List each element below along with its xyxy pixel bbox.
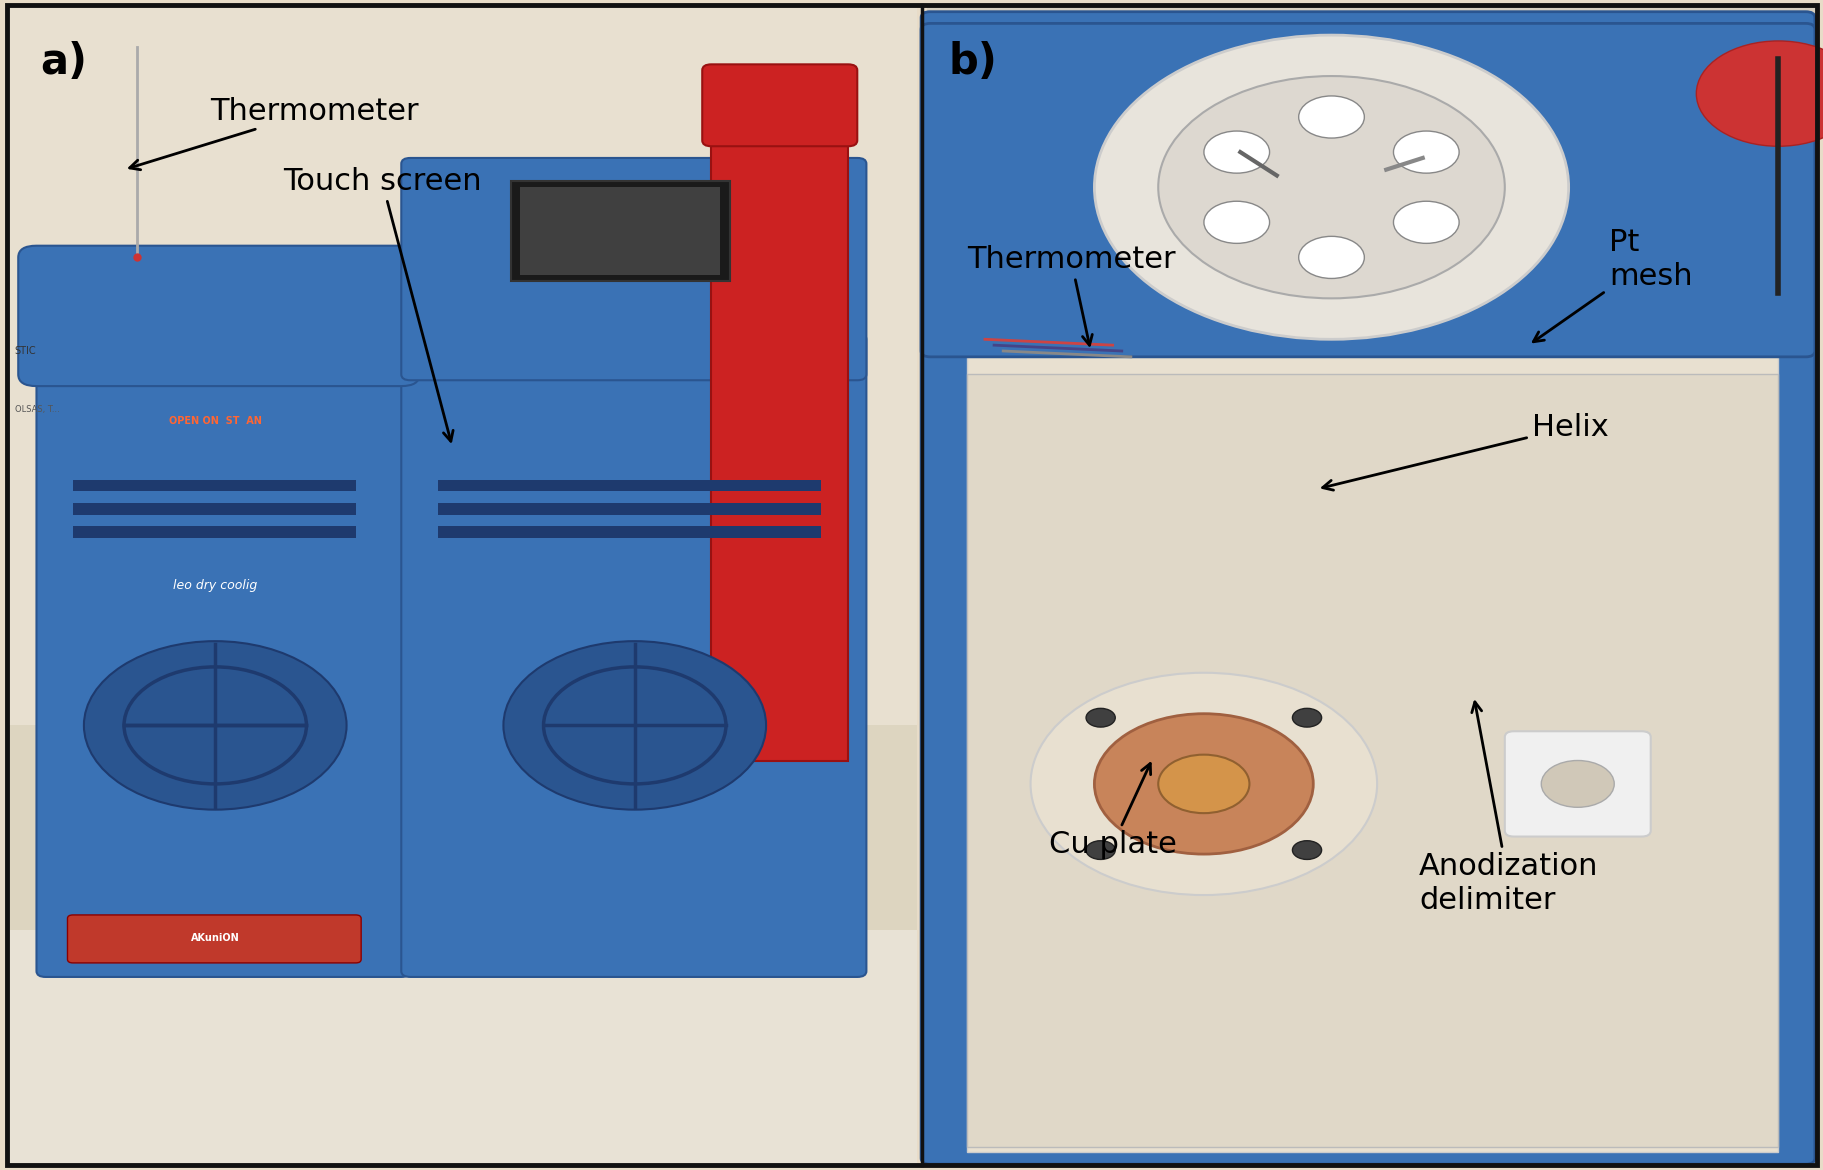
- Bar: [9, 930, 917, 1164]
- Bar: [73, 480, 355, 491]
- Circle shape: [1293, 841, 1322, 860]
- Circle shape: [1030, 673, 1376, 895]
- Circle shape: [1203, 201, 1269, 243]
- Bar: [966, 275, 1777, 1152]
- Text: Touch screen: Touch screen: [283, 167, 481, 441]
- FancyBboxPatch shape: [401, 333, 866, 977]
- Circle shape: [1293, 708, 1322, 727]
- Text: Anodization
delimiter: Anodization delimiter: [1418, 702, 1597, 915]
- Text: a): a): [40, 41, 88, 83]
- Text: leo dry coolig: leo dry coolig: [173, 578, 257, 592]
- Circle shape: [1094, 714, 1313, 854]
- Text: Thermometer: Thermometer: [966, 246, 1174, 345]
- Circle shape: [1158, 755, 1249, 813]
- FancyBboxPatch shape: [18, 246, 419, 386]
- Circle shape: [1085, 841, 1114, 860]
- Bar: [438, 480, 820, 491]
- Bar: [711, 117, 848, 760]
- Circle shape: [1203, 131, 1269, 173]
- FancyBboxPatch shape: [702, 64, 857, 146]
- Text: Thermometer: Thermometer: [129, 97, 417, 170]
- Bar: [966, 374, 1777, 1147]
- FancyBboxPatch shape: [36, 333, 410, 977]
- Bar: [73, 503, 355, 515]
- Circle shape: [1085, 708, 1114, 727]
- Bar: [520, 187, 720, 275]
- Bar: [438, 503, 820, 515]
- Circle shape: [1540, 760, 1613, 807]
- FancyBboxPatch shape: [401, 158, 866, 380]
- Bar: [510, 181, 729, 281]
- Circle shape: [1393, 201, 1458, 243]
- Text: AKuniON: AKuniON: [191, 934, 239, 943]
- Text: b): b): [948, 41, 997, 83]
- Bar: [9, 6, 917, 1164]
- FancyBboxPatch shape: [67, 915, 361, 963]
- Bar: [438, 526, 820, 538]
- Bar: [73, 526, 355, 538]
- Bar: [926, 6, 1814, 1164]
- Text: OPEN ON  ST  AN: OPEN ON ST AN: [170, 417, 261, 426]
- FancyBboxPatch shape: [921, 12, 1814, 1164]
- Circle shape: [1094, 35, 1568, 339]
- FancyBboxPatch shape: [1504, 731, 1650, 837]
- Circle shape: [503, 641, 766, 810]
- Bar: [9, 4, 917, 725]
- Text: Helix: Helix: [1322, 413, 1608, 490]
- Text: OLSAS, T...: OLSAS, T...: [15, 405, 60, 414]
- FancyBboxPatch shape: [921, 23, 1814, 357]
- Circle shape: [1298, 236, 1364, 278]
- Circle shape: [1695, 41, 1823, 146]
- Circle shape: [1158, 76, 1504, 298]
- Text: Cu plate: Cu plate: [1048, 764, 1176, 859]
- Circle shape: [1393, 131, 1458, 173]
- Circle shape: [84, 641, 346, 810]
- Bar: [926, 6, 1814, 1164]
- Text: STIC: STIC: [15, 346, 36, 356]
- Text: Pt
mesh: Pt mesh: [1533, 228, 1692, 342]
- Circle shape: [1298, 96, 1364, 138]
